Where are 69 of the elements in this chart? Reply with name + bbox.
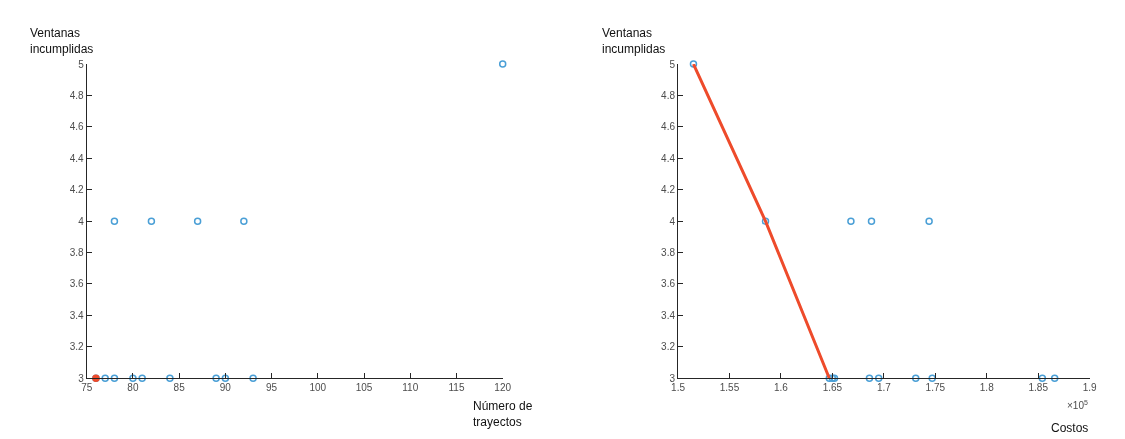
y-tick-label: 5 [78, 58, 85, 70]
point [925, 217, 933, 225]
x-tick-label: 1.85 [1028, 382, 1049, 394]
point [689, 60, 698, 68]
point [865, 374, 874, 382]
x-tick-label: 1.65 [822, 382, 843, 394]
x-axis-title: Número de trayectos [473, 399, 533, 429]
y-tick-label: 4.6 [661, 121, 676, 133]
y-tick-label: 4.4 [69, 152, 85, 164]
y-tick-label: 3.4 [69, 309, 85, 321]
y-tick-label: 3 [78, 372, 85, 384]
y-tick-label: 4.8 [69, 89, 85, 101]
y-tick-label: 4 [669, 215, 676, 227]
x-tick-label: 105 [355, 382, 373, 394]
point [249, 374, 257, 382]
x-tick-label: 95 [266, 382, 278, 394]
y-tick-label: 4 [78, 215, 85, 227]
y-tick-label: 3.8 [69, 247, 85, 259]
x-tick-label: 110 [402, 382, 419, 394]
point [498, 60, 507, 68]
point [110, 374, 119, 382]
point [101, 374, 109, 382]
x-tick-label: 85 [173, 382, 186, 394]
y-axis-title: Ventanas incumplidas [602, 26, 666, 56]
x-tick-label: 1.9 [1082, 382, 1098, 394]
point [193, 217, 202, 225]
y-tick-label: 4.4 [661, 152, 676, 164]
point [240, 217, 248, 225]
x-tick-label: 1.8 [979, 382, 995, 394]
x-tick-label: 1.7 [876, 382, 892, 394]
point [928, 374, 936, 382]
x-tick-label: 75 [81, 382, 93, 394]
x-tick-label: 115 [448, 382, 465, 394]
x-tick-label: 100 [309, 382, 327, 394]
point [1050, 374, 1059, 382]
point [110, 217, 119, 225]
point [761, 217, 770, 225]
y-tick-label: 3.2 [661, 341, 676, 353]
point [221, 374, 230, 382]
y-tick-label: 3 [669, 372, 676, 384]
x-tick-label: 80 [127, 382, 139, 394]
point [138, 374, 146, 382]
y-tick-label: 3.8 [661, 247, 676, 259]
y-tick-label: 4.2 [661, 184, 676, 196]
y-tick-label: 4.8 [661, 89, 676, 101]
x-tick-label: 1.6 [773, 382, 789, 394]
x-axis-title: Costos [1051, 421, 1089, 435]
text: ×10$^{5}$ [1067, 399, 1088, 412]
point [166, 374, 174, 382]
x-tick-label: 1.55 [719, 382, 740, 394]
y-tick-label: 3.4 [661, 309, 676, 321]
y-tick-label: 3.2 [69, 341, 85, 353]
y-tick-label: 4.6 [69, 121, 85, 133]
point [1038, 374, 1047, 382]
point [874, 374, 883, 382]
point [912, 374, 920, 382]
y-tick-label: 4.2 [69, 184, 85, 196]
y-tick-label: 3.6 [69, 278, 85, 290]
y-tick-label: 3.6 [661, 278, 676, 290]
x-tick-label: 120 [494, 382, 512, 394]
x-tick-label: 90 [219, 382, 232, 394]
y-axis-title: Ventanas incumplidas [30, 26, 94, 56]
point [867, 217, 876, 225]
y-tick-label: 5 [669, 58, 676, 70]
point [147, 217, 156, 225]
x-tick-label: 1.75 [925, 382, 946, 394]
x-tick-label: 1.5 [671, 382, 686, 394]
point [847, 217, 855, 225]
point [212, 374, 220, 382]
